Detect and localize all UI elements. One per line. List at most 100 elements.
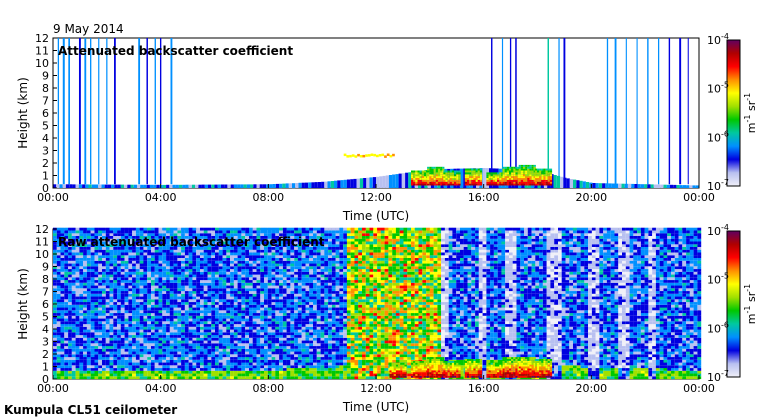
cloud-cell [490,178,493,180]
backscatter-cell [598,183,603,188]
backscatter-cell [203,335,208,338]
backscatter-cell [331,321,336,325]
backscatter-cell [86,280,91,283]
backscatter-cell [279,277,283,281]
backscatter-cell [169,230,174,234]
backscatter-cell [267,357,272,360]
backscatter-cell [75,329,80,333]
backscatter-cell [124,332,129,336]
backscatter-cell [143,348,148,352]
backscatter-cell [56,365,61,369]
backscatter-cell [71,296,76,300]
backscatter-cell [98,296,102,300]
backscatter-cell [316,370,321,374]
backscatter-cell [290,269,295,272]
backscatter-cell [56,335,61,338]
backscatter-cell [143,337,148,341]
backscatter-cell [294,332,298,336]
backscatter-cell [181,260,185,264]
cloud-cell [421,176,424,178]
backscatter-cell [207,332,212,336]
backscatter-cell [245,255,249,258]
backscatter-cell [135,277,140,281]
backscatter-cell [211,332,216,336]
backscatter-cell [286,370,291,374]
cloud-cell [413,178,416,180]
backscatter-cell [151,263,155,267]
backscatter-cell [316,340,321,344]
backscatter-cell [90,357,95,360]
backscatter-cell [86,354,91,358]
backscatter-cell [71,266,76,270]
backscatter-cell [290,324,295,327]
backscatter-cell [60,291,65,294]
backscatter-cell [83,282,87,286]
backscatter-cell [328,329,332,333]
cloud-cell [419,181,422,184]
backscatter-cell [279,346,283,349]
backscatter-cell [68,296,72,300]
backscatter-cell [181,321,185,325]
backscatter-cell [132,274,136,278]
backscatter-cell [71,299,76,303]
backscatter-cell [309,370,313,374]
backscatter-cell [143,280,148,283]
backscatter-cell [71,274,76,278]
backscatter-cell [71,326,76,330]
backscatter-cell [279,291,283,294]
backscatter-cell [184,227,189,231]
backscatter-cell [117,335,121,338]
backscatter-cell [279,376,283,380]
backscatter-cell [120,260,125,264]
backscatter-cell [294,280,298,283]
backscatter-cell [113,260,118,264]
backscatter-cell [166,241,170,245]
backscatter-cell [226,302,231,305]
backscatter-cell [143,260,148,264]
backscatter-cell [83,230,87,234]
backscatter-cell [245,351,249,355]
backscatter-cell [154,348,159,352]
cloud-cell [421,181,424,184]
backscatter-cell [68,368,72,371]
backscatter-cell [301,258,306,261]
backscatter-cell [64,357,69,360]
backscatter-cell [267,271,272,275]
backscatter-cell [68,346,72,349]
backscatter-cell [90,343,95,347]
backscatter-cell [90,326,95,330]
backscatter-cell [331,357,336,360]
backscatter-cell [249,368,253,371]
backscatter-cell [271,233,276,236]
backscatter-cell [79,304,84,308]
backscatter-cell [83,315,87,319]
backscatter-cell [158,285,163,289]
backscatter-cell [147,376,151,380]
backscatter-cell [226,332,231,336]
backscatter-cell [90,359,95,363]
cloud-cell [520,178,523,180]
backscatter-cell [124,318,129,322]
backscatter-cell [305,238,310,242]
cloud-cell [511,178,514,180]
backscatter-cell [264,263,268,267]
backscatter-cell [200,293,204,297]
backscatter-cell [233,255,238,258]
backscatter-cell [316,236,321,239]
backscatter-cell [169,340,174,344]
backscatter-cell [188,343,193,347]
backscatter-cell [290,354,295,358]
backscatter-cell [264,376,268,380]
backscatter-cell [135,343,140,347]
backscatter-cell [328,233,332,236]
cloud-cell [539,176,542,178]
backscatter-cell [294,315,298,319]
backscatter-cell [98,310,102,314]
backscatter-cell [264,329,268,333]
backscatter-cell [233,346,238,349]
backscatter-cell [245,324,249,327]
backscatter-cell [56,310,61,314]
backscatter-cell [105,307,110,311]
backscatter-cell [147,230,151,234]
backscatter-cell [188,184,192,188]
